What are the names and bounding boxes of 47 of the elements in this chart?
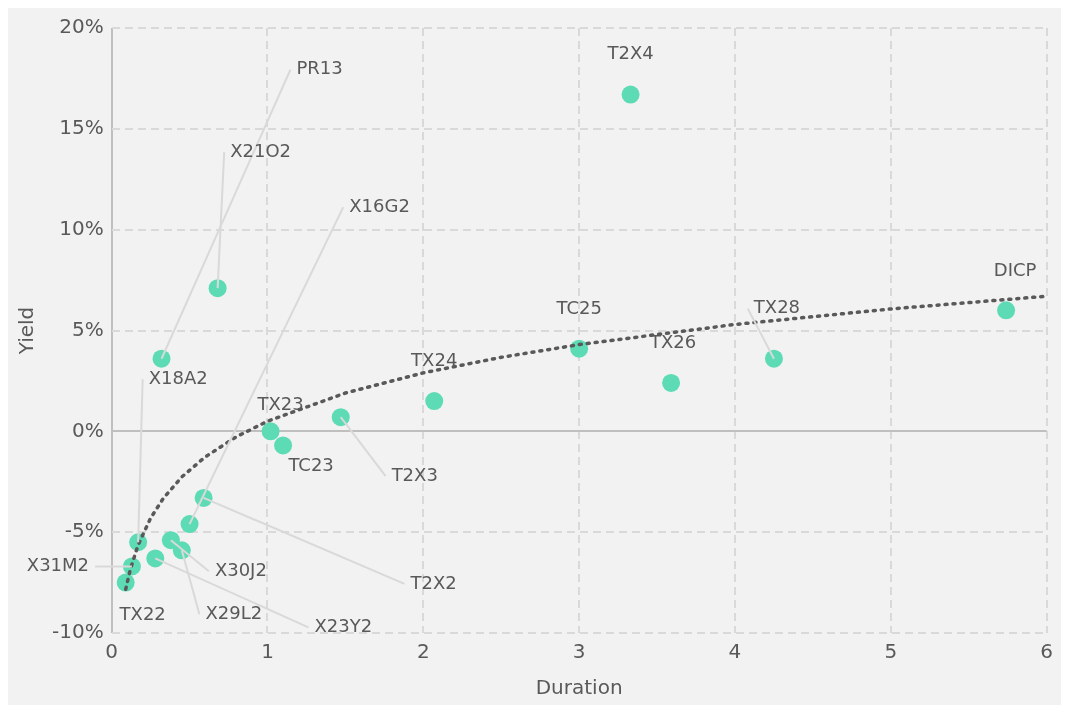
- data-label: TX22: [118, 603, 166, 625]
- point: [425, 392, 444, 411]
- x-tick-label: 2: [416, 639, 430, 664]
- point: [764, 349, 783, 368]
- point: [180, 515, 199, 534]
- point: [997, 301, 1016, 320]
- data-label: T2X4: [606, 42, 654, 64]
- x-tick-label: 4: [728, 639, 742, 664]
- data-label: X30J2: [214, 558, 267, 580]
- point: [274, 436, 293, 455]
- data-label: X29L2: [205, 601, 263, 623]
- data-label: DICP: [993, 259, 1037, 281]
- data-label: X21O2: [230, 139, 292, 161]
- point: [621, 85, 640, 104]
- y-tick-label: 20%: [59, 14, 104, 39]
- x-tick-label: 0: [105, 639, 119, 664]
- y-tick-label: 10%: [59, 215, 104, 240]
- x-tick-label: 1: [261, 639, 274, 664]
- x-tick-label: 5: [884, 639, 898, 664]
- point: [208, 279, 227, 298]
- data-label: TX24: [410, 348, 458, 370]
- point: [662, 373, 681, 392]
- data-label: TC23: [287, 454, 334, 476]
- point: [152, 349, 171, 368]
- data-label: X18A2: [148, 366, 208, 388]
- point: [261, 422, 280, 441]
- y-tick-label: 5%: [71, 316, 104, 341]
- point: [146, 549, 165, 568]
- x-tick-label: 3: [572, 639, 586, 664]
- data-label: TX28: [752, 296, 801, 318]
- data-label: PR13: [296, 57, 343, 79]
- y-tick-label: 0%: [71, 417, 104, 442]
- x-tick-label: 6: [1040, 639, 1053, 664]
- y-axis-title: Yield: [14, 306, 39, 356]
- y-tick-label: -5%: [64, 518, 104, 543]
- data-label: TX23: [256, 393, 304, 415]
- y-tick-label: -10%: [52, 619, 104, 644]
- data-label: X31M2: [26, 554, 90, 576]
- data-label: T2X2: [409, 571, 457, 593]
- y-tick-label: 15%: [59, 115, 104, 140]
- data-label: X23Y2: [314, 615, 373, 637]
- point: [331, 408, 350, 427]
- data-label: TC25: [555, 297, 602, 319]
- data-label: X16G2: [349, 194, 410, 216]
- data-label: TX26: [648, 330, 697, 352]
- data-label: T2X3: [390, 463, 438, 485]
- x-axis-title: Duration: [535, 675, 623, 700]
